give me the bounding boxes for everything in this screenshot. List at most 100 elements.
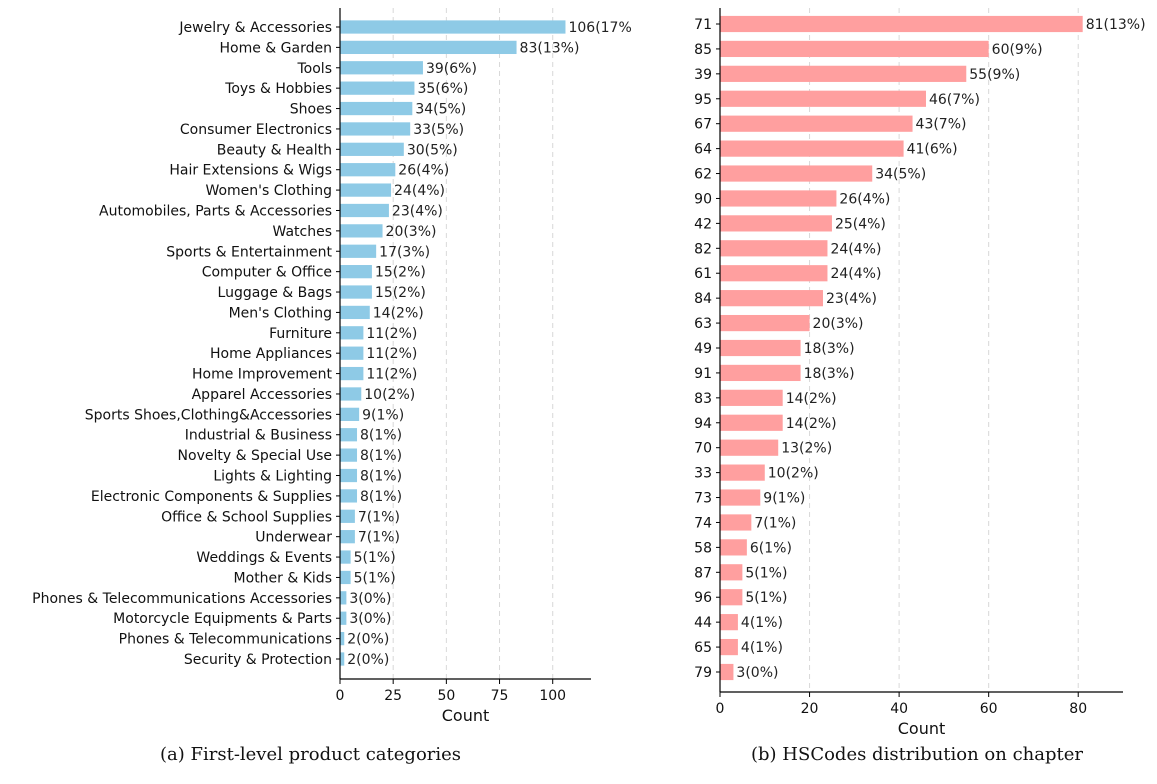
bar [340, 366, 364, 381]
data-label: 18(3%) [804, 366, 855, 382]
data-label: 81(13%) [1086, 17, 1146, 33]
category-label: 64 [694, 142, 712, 158]
category-label: Motorcycle Equipments & Parts [113, 611, 332, 627]
category-label: 63 [694, 316, 712, 332]
bar [340, 550, 351, 564]
bar [340, 489, 358, 503]
data-label: 34(5%) [875, 167, 926, 183]
data-label: 5(1%) [745, 565, 787, 581]
data-label: 30(5%) [407, 142, 458, 158]
bar [340, 285, 372, 299]
data-label: 8(1%) [360, 489, 402, 505]
category-label: Men's Clothing [229, 305, 332, 321]
data-label: 9(1%) [362, 407, 404, 423]
x-tick-label: 0 [336, 688, 345, 704]
category-label: Phones & Telecommunications [119, 632, 332, 648]
chart-b-hscodes-by-chapter: 71 81(13%) 85 60(9%) 39 55(9%) 95 46(7%) 67 43(7%… [694, 8, 1146, 738]
x-tick-label: 100 [539, 688, 566, 704]
bar [340, 224, 383, 238]
bar [340, 468, 358, 483]
category-label: 87 [694, 565, 712, 581]
data-label: 33(5%) [413, 122, 464, 138]
category-label: 73 [694, 491, 712, 507]
category-label: 33 [694, 466, 712, 482]
bar [340, 387, 362, 401]
category-label: Jewelry & Accessories [178, 20, 332, 36]
category-label: Office & School Supplies [161, 509, 332, 525]
data-label: 26(4%) [398, 163, 449, 179]
data-label: 7(1%) [754, 515, 796, 531]
data-label: 3(0%) [349, 611, 391, 627]
x-tick-label: 80 [1069, 701, 1087, 717]
category-label: 74 [694, 515, 712, 531]
category-label: Weddings & Events [196, 550, 332, 566]
data-label: 3(0%) [349, 591, 391, 607]
data-label: 39(6%) [426, 61, 477, 77]
data-label: 24(4%) [830, 241, 881, 257]
data-label: 2(0%) [347, 632, 389, 648]
bar [340, 20, 566, 34]
category-label: 85 [694, 42, 712, 58]
category-label: Novelty & Special Use [178, 448, 332, 464]
category-label: 70 [694, 441, 712, 457]
data-label: 15(2%) [375, 285, 426, 301]
category-label: 79 [694, 665, 712, 681]
data-label: 35(6%) [417, 81, 468, 97]
category-label: 82 [694, 241, 712, 257]
data-label: 83(13%) [520, 40, 580, 56]
bar [340, 530, 355, 544]
data-label: 5(1%) [354, 550, 396, 566]
data-label: 5(1%) [354, 570, 396, 586]
category-label: Underwear [255, 530, 332, 546]
bar [720, 589, 743, 606]
bar [340, 346, 364, 360]
bar [720, 215, 832, 232]
x-tick-label: 20 [801, 701, 819, 717]
bar [720, 314, 810, 332]
bar [720, 564, 743, 581]
data-label: 24(4%) [830, 266, 881, 282]
category-label: Shoes [290, 102, 332, 118]
category-label: Computer & Office [202, 265, 332, 281]
bar [340, 305, 370, 320]
bar [720, 489, 761, 506]
data-label: 6(1%) [750, 540, 792, 556]
x-tick-label: 40 [890, 701, 908, 717]
data-label: 34(5%) [415, 102, 466, 118]
bar [720, 115, 913, 132]
category-label: Home Improvement [192, 367, 332, 383]
bar [720, 240, 828, 257]
bar [720, 190, 837, 207]
category-label: Electronic Components & Supplies [91, 489, 332, 505]
data-label: 4(1%) [741, 615, 783, 631]
data-label: 10(2%) [768, 466, 819, 482]
bar [340, 509, 355, 523]
bar [720, 140, 904, 157]
data-label: 18(3%) [804, 341, 855, 357]
category-label: Industrial & Business [185, 428, 332, 444]
data-label: 60(9%) [992, 42, 1043, 58]
bar [340, 244, 377, 258]
category-label: Tools [297, 61, 333, 77]
data-label: 55(9%) [969, 67, 1020, 83]
bar [720, 15, 1083, 33]
category-label: Beauty & Health [217, 142, 332, 158]
category-label: 62 [694, 167, 712, 183]
bar [340, 142, 404, 156]
category-label: 83 [694, 391, 712, 407]
bar [340, 101, 413, 116]
category-label: 44 [694, 615, 712, 631]
x-tick-label: 60 [980, 701, 998, 717]
category-label: Automobiles, Parts & Accessories [99, 203, 332, 219]
bar [340, 448, 358, 462]
category-label: Home & Garden [220, 40, 332, 56]
category-label: 49 [694, 341, 712, 357]
category-label: Security & Protection [184, 652, 332, 668]
category-label: Sports Shoes,Clothing&Accessories [85, 407, 332, 423]
category-label: 84 [694, 291, 712, 307]
bar [720, 90, 926, 107]
bar [720, 439, 779, 456]
category-label: Sports & Entertainment [166, 244, 332, 260]
data-label: 24(4%) [394, 183, 445, 199]
